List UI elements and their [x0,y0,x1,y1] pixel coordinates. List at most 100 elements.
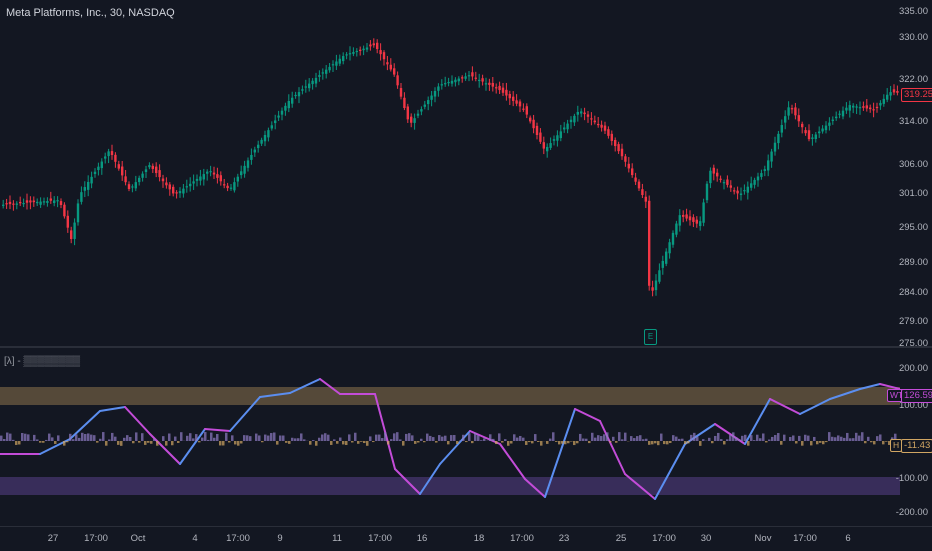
histogram-bar [201,438,204,441]
histogram-bar [552,432,555,441]
candle [872,103,874,118]
candle [138,176,140,186]
candle [237,174,239,187]
candle [335,55,337,70]
candle [583,108,585,120]
candle [526,103,528,118]
histogram-bar [237,441,240,446]
histogram-bar [678,439,681,441]
wt-line-segment [500,444,525,479]
histogram-bar [765,441,768,442]
time-label: 11 [332,533,342,544]
oversold-band [0,477,900,495]
candle [509,91,511,105]
candle [155,162,157,177]
histogram-bar [93,435,96,441]
histogram-bar [780,441,783,445]
candle [172,185,174,197]
pane-divider[interactable] [0,346,932,348]
histogram-bar [696,437,699,441]
candle [46,197,48,206]
candle [158,164,160,181]
histogram-bar [87,433,90,441]
candle [84,181,86,197]
histogram-bar [51,437,54,441]
candle [362,46,364,56]
candle [560,125,562,141]
histogram-bar [390,439,393,441]
histogram-bar [762,433,765,441]
candle [53,196,55,206]
candle [250,148,252,164]
candle [226,183,228,191]
histogram-bar [795,441,798,443]
histogram-bar [624,433,627,441]
histogram-bar [588,441,591,443]
histogram-bar [750,435,753,441]
candle [152,163,154,173]
candle [794,103,796,119]
histogram-bar [420,439,423,441]
candle [685,209,687,222]
candle [220,171,222,185]
histogram-bar [546,441,549,444]
histogram-bar [594,438,597,441]
histogram-bar [6,433,9,441]
oscillator-chart[interactable] [0,349,900,524]
candle [376,39,378,53]
time-label: 6 [845,533,850,544]
candle [679,209,681,231]
histogram-bar [66,441,69,442]
candle [260,138,262,146]
candle [308,78,310,91]
histogram-bar [852,438,855,441]
histogram-bar [597,435,600,441]
histogram-bar [798,436,801,441]
histogram-bar [573,441,576,445]
histogram-bar [432,437,435,441]
histogram-bar [180,432,183,441]
histogram-bar [567,441,570,443]
candle [461,75,463,82]
time-label: 17:00 [368,533,392,544]
histogram-bar [801,441,804,446]
histogram-bar [171,441,174,445]
candle [777,131,779,149]
candle [849,101,851,118]
earnings-icon[interactable]: E [644,329,657,345]
histogram-bar [48,434,51,441]
histogram-bar [477,435,480,441]
histogram-bar [294,438,297,441]
candle [39,197,41,208]
candle [67,210,69,232]
candle [495,83,497,93]
histogram-bar [114,437,117,441]
candle [522,103,524,112]
candle [87,175,89,196]
histogram-bar [783,435,786,441]
histogram-bar [651,441,654,444]
histogram-bar [282,436,285,441]
candle [529,116,531,124]
candle [668,239,670,259]
histogram-bar [618,432,621,441]
candle [475,72,477,81]
histogram-bar [450,435,453,441]
oscillator-title[interactable]: [λ] - ▒▒▒▒▒▒▒▒ [4,356,80,367]
candle [563,122,565,133]
histogram-bar [672,435,675,441]
candle [855,104,857,114]
histogram-bar [441,437,444,441]
histogram-bar [84,434,87,441]
candle [179,187,181,198]
histogram-bar [474,433,477,441]
candle [175,190,177,198]
candle [2,200,4,209]
histogram-bar [0,436,3,441]
price-chart[interactable] [0,0,900,345]
candle [420,106,422,115]
price-tick: 301.00 [892,188,928,199]
candle [787,101,789,119]
histogram-bar [816,441,819,444]
candle [709,167,711,188]
